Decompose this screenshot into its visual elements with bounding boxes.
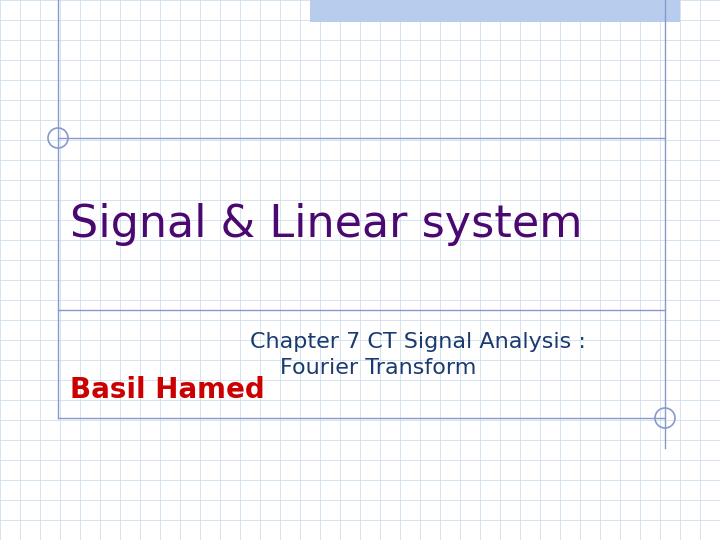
- Text: Fourier Transform: Fourier Transform: [280, 358, 477, 378]
- Text: Basil Hamed: Basil Hamed: [70, 376, 265, 404]
- Text: Chapter 7 CT Signal Analysis :: Chapter 7 CT Signal Analysis :: [250, 332, 586, 352]
- Text: Signal & Linear system: Signal & Linear system: [70, 204, 582, 246]
- Bar: [310, 0, 680, 22]
